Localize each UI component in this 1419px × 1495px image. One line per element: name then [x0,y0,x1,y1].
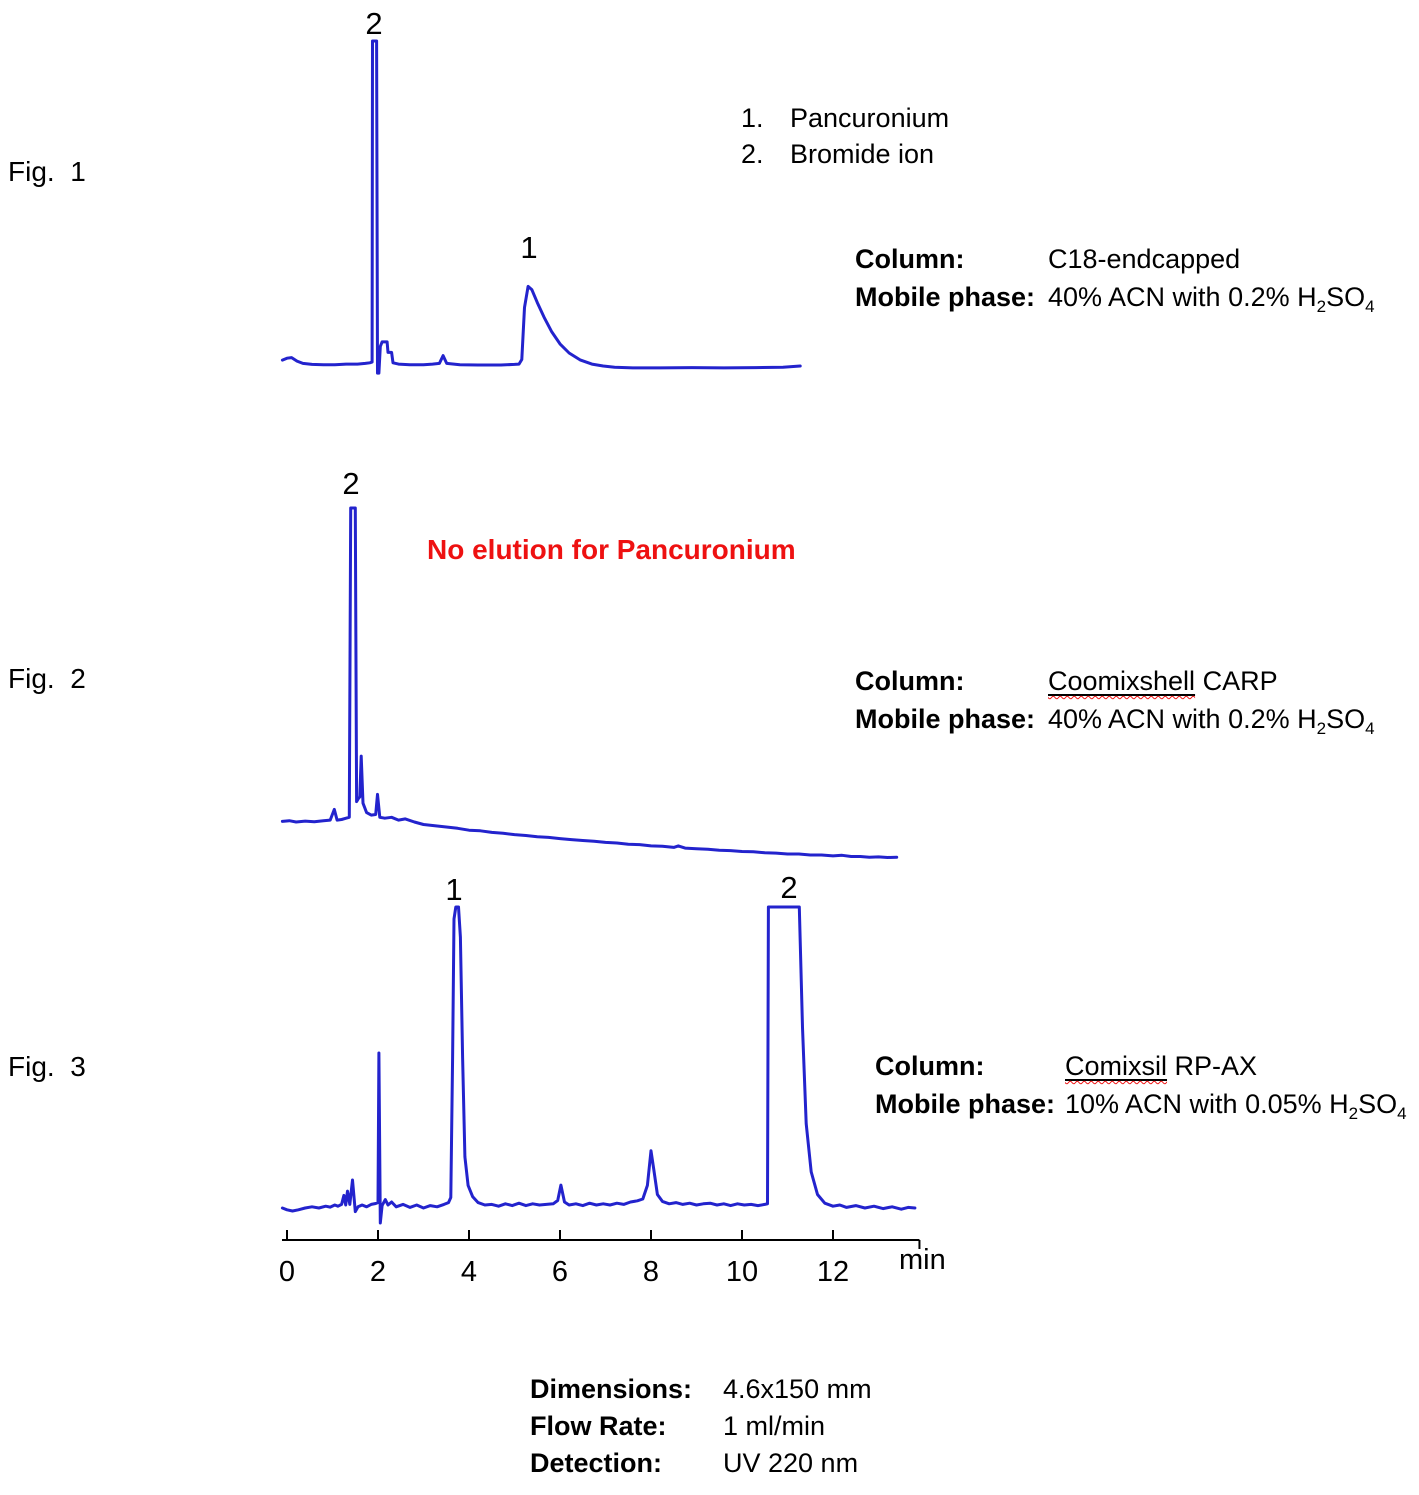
fig3-mobile-phase-value: 10% ACN with 0.05% H2SO4 [1065,1089,1407,1123]
fig1-mobile-phase-label: Mobile phase: [855,282,1036,312]
fig2-label: Fig. 2 [8,663,86,694]
svg-text:10: 10 [726,1256,758,1288]
fig3-column-value: Comixsil RP-AX [1065,1051,1258,1081]
fig1-label: Fig. 1 [8,156,86,187]
svg-text:2: 2 [370,1256,386,1288]
detection-value: UV 220 nm [723,1448,859,1478]
fig1-trace [280,39,802,375]
fig2-trace [280,506,899,859]
fig3-mobile-phase-label: Mobile phase: [875,1089,1056,1119]
fig1-column-value: C18-endcapped [1048,244,1241,274]
fig3-column-label: Column: [875,1051,985,1081]
fig3-info-block: Column: Comixsil RP-AX Mobile phase: 10%… [875,1047,1407,1123]
fig3-peak2-label: 2 [780,870,798,905]
svg-text:min: min [899,1244,946,1276]
conditions-block: Dimensions: 4.6x150 mm Flow Rate: 1 ml/m… [530,1371,872,1482]
legend-num-2: 2. [741,139,764,169]
legend-name-2: Bromide ion [790,139,935,169]
fig2-peak2-label: 2 [342,466,360,501]
no-elution-annotation: No elution for Pancuronium [427,534,796,565]
fig2-mobile-phase-value: 40% ACN with 0.2% H2SO4 [1048,704,1375,738]
svg-text:12: 12 [817,1256,849,1288]
svg-text:6: 6 [552,1256,568,1288]
svg-text:4: 4 [461,1256,477,1288]
fig3-peak1-label: 1 [445,872,463,907]
flow-rate-value: 1 ml/min [723,1411,826,1441]
svg-text:8: 8 [643,1256,659,1288]
dimensions-label: Dimensions: [530,1374,693,1404]
fig2-column-label: Column: [855,666,965,696]
flow-rate-label: Flow Rate: [530,1411,667,1441]
fig1-peak2-label: 2 [365,6,383,41]
fig1-info-block: Column: C18-endcapped Mobile phase: 40% … [855,240,1375,316]
chromatogram-traces [280,39,917,1225]
legend-num-1: 1. [741,103,764,133]
legend-name-1: Pancuronium [790,103,950,133]
detection-label: Detection: [530,1448,663,1478]
fig1-column-label: Column: [855,244,965,274]
time-axis: 0 2 4 6 8 10 12 min [279,1230,946,1288]
fig3-label: Fig. 3 [8,1051,86,1082]
fig2-column-value: Coomixshell CARP [1048,666,1278,696]
dimensions-value: 4.6x150 mm [723,1374,872,1404]
fig2-info-block: Column: Coomixshell CARP Mobile phase: 4… [855,662,1375,738]
fig1-mobile-phase-value: 40% ACN with 0.2% H2SO4 [1048,282,1375,316]
peak-legend: 1. Pancuronium 2. Bromide ion [741,100,949,172]
fig2-mobile-phase-label: Mobile phase: [855,704,1036,734]
svg-text:0: 0 [279,1256,295,1288]
fig3-trace [280,905,917,1225]
fig1-peak1-label: 1 [520,230,538,265]
